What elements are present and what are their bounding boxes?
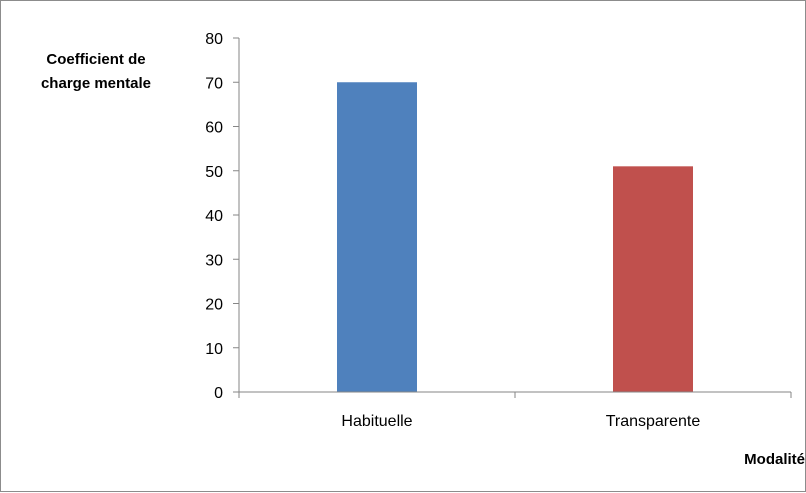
y-tick-label: 60 <box>205 120 223 137</box>
x-axis: Habituelle Transparente <box>238 391 792 430</box>
bars <box>337 82 693 392</box>
y-tick-label: 40 <box>205 208 223 225</box>
y-tick-label: 70 <box>205 75 223 92</box>
y-axis-title-line-2: charge mentale <box>41 75 151 92</box>
y-tick-label: 80 <box>205 31 223 48</box>
y-tick-label: 50 <box>205 164 223 181</box>
y-axis-title-line-1: Coefficient de <box>46 51 145 68</box>
y-tick-label: 10 <box>205 341 223 358</box>
x-axis-title: Modalité <box>744 451 805 468</box>
y-tick-label: 30 <box>205 252 223 269</box>
bar-habituelle <box>337 82 417 392</box>
x-tick-label: Transparente <box>606 413 701 430</box>
y-tick-label: 20 <box>205 297 223 314</box>
y-axis-title: Coefficient de charge mentale <box>41 51 151 92</box>
x-tick-label: Habituelle <box>341 413 412 430</box>
bar-transparente <box>613 166 693 392</box>
y-tick-label: 0 <box>214 385 223 402</box>
y-axis: 0 10 20 30 40 50 60 70 80 <box>205 31 240 402</box>
